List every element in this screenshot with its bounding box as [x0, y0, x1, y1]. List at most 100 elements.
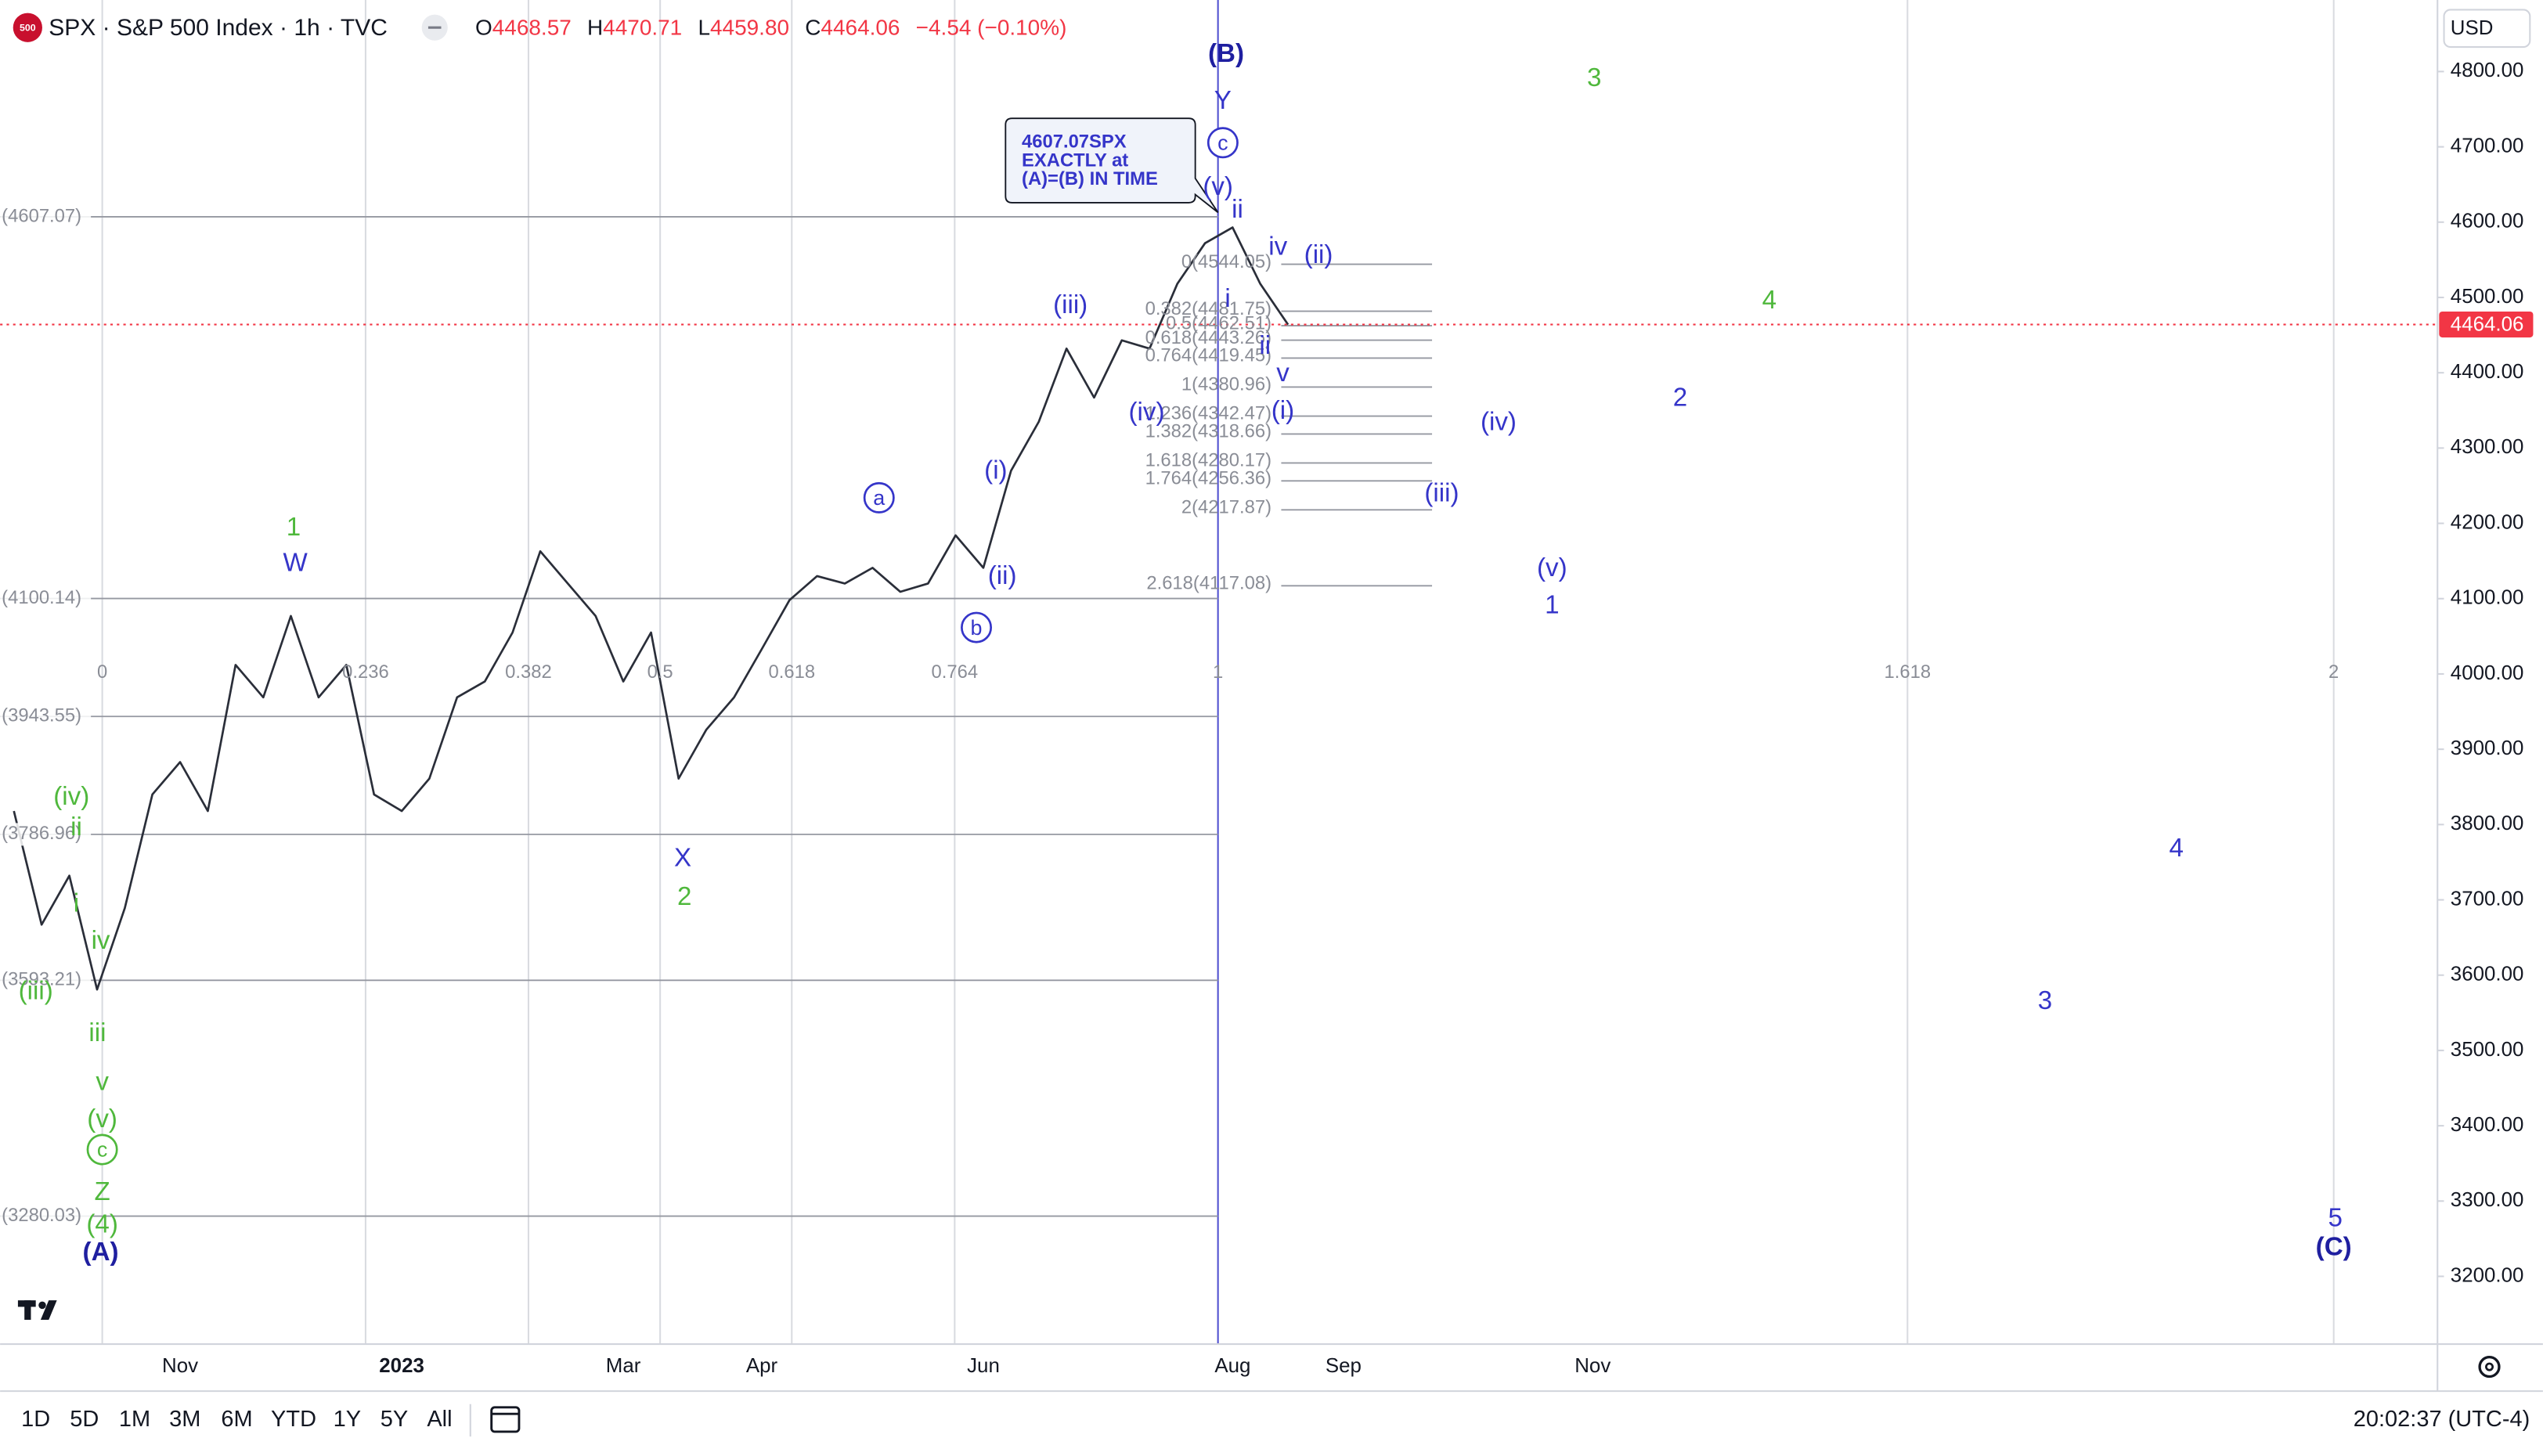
fib-level-label: 1.618(4280.17): [1145, 450, 1272, 471]
x-tick-label: 2023: [379, 1355, 424, 1377]
y-tick-label: 4700.00: [2451, 135, 2524, 157]
range-button[interactable]: 6M: [221, 1407, 252, 1432]
x-tick-label: Sep: [1326, 1355, 1362, 1377]
y-tick-label: 4600.00: [2451, 211, 2524, 232]
wave-label: (4): [86, 1210, 117, 1239]
range-button[interactable]: 1D: [21, 1407, 50, 1432]
logo-part: [40, 1300, 57, 1321]
wave-label: (iii): [19, 976, 53, 1005]
fib-level-label: 0.618(4443.26): [1145, 327, 1272, 348]
wave-label: ii: [1259, 331, 1271, 360]
wave-label: Y: [1214, 86, 1232, 115]
wave-label: (A): [83, 1238, 119, 1267]
y-tick-label: 4300.00: [2451, 436, 2524, 458]
clock: 20:02:37 (UTC-4): [2354, 1407, 2530, 1432]
fib-level-label: 1.236(4342.47): [1145, 403, 1272, 424]
fib-level-label: 2.618(4117.08): [1146, 573, 1272, 594]
wave-label: 3: [2038, 986, 2052, 1015]
wave-label: (i): [1272, 396, 1294, 425]
time-fib-label: 2: [2328, 661, 2339, 683]
range-button[interactable]: 3M: [169, 1407, 200, 1432]
fib-level-label: 0.5(4462.51): [1166, 312, 1272, 333]
x-tick-label: Nov: [162, 1355, 198, 1377]
range-button[interactable]: 5Y: [381, 1407, 408, 1432]
range-button[interactable]: 1M: [119, 1407, 150, 1432]
x-tick-label: Nov: [1574, 1355, 1611, 1377]
level-label-bg: [0, 968, 92, 992]
level-label-bg: [0, 823, 92, 846]
ohlc-value: 4464.06: [821, 16, 900, 40]
fib-level-label: 0(4544.05): [1181, 251, 1272, 272]
wave-label: Z: [94, 1177, 110, 1206]
wave-label: (v): [1537, 553, 1567, 582]
price-level-label: (3593.21): [2, 969, 81, 990]
calendar-icon: [490, 1406, 521, 1433]
plot-layer: (4607.07) (4100.14) (3943.55) (3786.96) (359…: [0, 0, 2438, 1345]
y-tick-label: 3800.00: [2451, 813, 2524, 834]
wave-label: (iv): [53, 782, 89, 811]
last-price-label: 4464.06: [2451, 313, 2524, 335]
fib-level-label: 1.382(4318.66): [1145, 421, 1272, 442]
level-label-bg: [0, 705, 92, 728]
wave-label: i: [74, 889, 79, 918]
x-tick-label: Jun: [967, 1355, 1000, 1377]
wave-label: (ii): [1304, 240, 1333, 269]
x-tick-label: Apr: [746, 1355, 778, 1377]
ohlc-value: 4459.80: [710, 16, 789, 40]
time-fib-label: 0.618: [769, 661, 816, 683]
calendar-button[interactable]: [490, 1406, 521, 1433]
range-button[interactable]: 5D: [70, 1407, 99, 1432]
price-level-label: (4607.07): [2, 205, 81, 226]
wave-label: iv: [92, 926, 110, 955]
last-price-tag: [2439, 311, 2534, 338]
ohlc-label: L: [698, 16, 710, 40]
change: −4.54 (−0.10%): [916, 16, 1067, 40]
wave-label: 2: [1673, 383, 1687, 412]
wave-label: (v): [87, 1105, 117, 1133]
wave-label: X: [674, 844, 691, 873]
callout-text: (A)=(B) IN TIME: [1022, 168, 1158, 189]
settings-button[interactable]: [2478, 1355, 2501, 1379]
wave-label: (B): [1208, 39, 1244, 68]
wave-label: v: [1276, 359, 1290, 387]
range-button[interactable]: All: [427, 1407, 452, 1432]
price-level-label: (3786.96): [2, 823, 81, 844]
x-tick-label: Mar: [606, 1355, 641, 1377]
wave-circle: [86, 1133, 118, 1166]
logo-text: 500: [20, 23, 36, 34]
time-fib-label: 0.764: [932, 661, 979, 683]
wave-label: iv: [1268, 232, 1287, 261]
ohlc-value: 4470.71: [603, 16, 682, 40]
wave-circle: [961, 611, 993, 643]
time-fib-label: 0.382: [505, 661, 552, 683]
currency-button[interactable]: [2443, 9, 2531, 49]
ohlc-value: 4468.57: [492, 16, 572, 40]
y-tick-label: 3200.00: [2451, 1264, 2524, 1286]
range-button[interactable]: YTD: [271, 1407, 316, 1432]
wave-label: (v): [1203, 172, 1233, 201]
price-line: [13, 226, 1290, 991]
callout-text: EXACTLY at: [1022, 150, 1128, 171]
y-tick-label: 4800.00: [2451, 59, 2524, 81]
price-level-label: (3943.55): [2, 705, 81, 726]
wave-label: (iv): [1481, 407, 1517, 436]
y-tick-label: 3300.00: [2451, 1189, 2524, 1211]
symbol-title[interactable]: SPX · S&P 500 Index · 1h · TVC: [49, 15, 388, 41]
range-button[interactable]: 1Y: [334, 1407, 361, 1432]
ohlc-label: H: [587, 16, 603, 40]
logo-part: [24, 1300, 31, 1321]
y-tick-label: 3500.00: [2451, 1039, 2524, 1061]
fib-level-label: 0.764(4419.45): [1145, 345, 1272, 366]
wave-label: (i): [984, 456, 1007, 485]
fib-level-label: 1.764(4256.36): [1145, 468, 1272, 489]
level-label-bg: [0, 1205, 92, 1228]
y-tick-label: 3900.00: [2451, 737, 2524, 759]
y-tick-label: 4500.00: [2451, 286, 2524, 308]
price-level-label: (4100.14): [2, 587, 81, 608]
time-fib-label: 0: [97, 661, 107, 683]
wave-label: (ii): [988, 561, 1017, 590]
fib-level-label: 0.382(4481.75): [1145, 298, 1272, 319]
y-tick-label: 4000.00: [2451, 662, 2524, 684]
